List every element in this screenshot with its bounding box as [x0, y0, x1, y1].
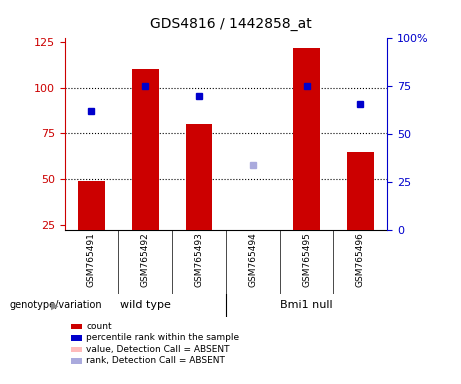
Text: GSM765492: GSM765492: [141, 232, 150, 287]
Text: GSM765493: GSM765493: [195, 232, 203, 287]
Text: rank, Detection Call = ABSENT: rank, Detection Call = ABSENT: [86, 356, 225, 366]
Text: ▶: ▶: [51, 300, 59, 310]
Bar: [347, 152, 374, 230]
Bar: [293, 48, 320, 230]
Text: wild type: wild type: [120, 300, 171, 310]
Text: GSM765491: GSM765491: [87, 232, 96, 287]
Text: GSM765494: GSM765494: [248, 232, 257, 287]
Text: percentile rank within the sample: percentile rank within the sample: [86, 333, 239, 343]
Text: GSM765496: GSM765496: [356, 232, 365, 287]
Text: GSM765495: GSM765495: [302, 232, 311, 287]
Text: value, Detection Call = ABSENT: value, Detection Call = ABSENT: [86, 345, 230, 354]
Text: count: count: [86, 322, 112, 331]
Bar: [132, 70, 159, 230]
Text: GDS4816 / 1442858_at: GDS4816 / 1442858_at: [150, 17, 311, 31]
Text: Bmi1 null: Bmi1 null: [280, 300, 333, 310]
Bar: [185, 124, 213, 230]
Text: genotype/variation: genotype/variation: [9, 300, 102, 310]
Bar: [78, 181, 105, 230]
